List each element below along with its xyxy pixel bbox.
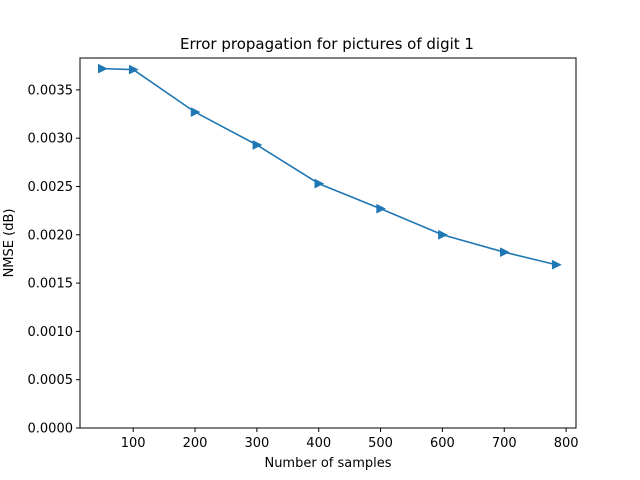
x-tick-label: 200 (183, 436, 208, 451)
data-point-marker (438, 229, 448, 240)
plot-area (80, 58, 576, 428)
x-tick-label: 600 (430, 436, 455, 451)
y-tick-label: 0.0035 (28, 83, 74, 98)
series-layer (98, 63, 562, 270)
y-tick-label: 0.0000 (28, 422, 74, 437)
data-point-marker (252, 140, 263, 150)
data-point-marker (314, 178, 325, 189)
data-point-marker (190, 107, 201, 118)
x-tick-label: 700 (492, 436, 517, 451)
y-tick-label: 0.0025 (28, 180, 74, 195)
data-point-marker (98, 63, 108, 74)
x-tick-label: 300 (244, 436, 269, 451)
chart-title: Error propagation for pictures of digit … (180, 35, 474, 53)
x-axis: 100 200 300 400 500 600 700 800 (121, 428, 579, 451)
y-tick-label: 0.0010 (28, 325, 74, 340)
data-point-marker (128, 64, 139, 75)
x-tick-label: 500 (368, 436, 393, 451)
y-axis-label: NMSE (dB) (2, 209, 17, 278)
data-point-marker (376, 203, 387, 214)
y-tick-label: 0.0015 (28, 277, 74, 292)
data-point-marker (551, 259, 562, 270)
y-tick-label: 0.0030 (28, 132, 74, 147)
plot-frame (79, 57, 577, 429)
y-axis: 0.0000 0.0005 0.0010 0.0015 0.0020 0.0025 0.00… (28, 83, 80, 437)
x-tick-label: 800 (554, 436, 579, 451)
y-tick-label: 0.0020 (28, 228, 74, 243)
y-tick-label: 0.0005 (28, 373, 74, 388)
x-tick-label: 100 (121, 436, 146, 451)
data-point-marker (500, 247, 510, 258)
x-tick-label: 400 (306, 436, 331, 451)
x-axis-label: Number of samples (264, 456, 391, 471)
